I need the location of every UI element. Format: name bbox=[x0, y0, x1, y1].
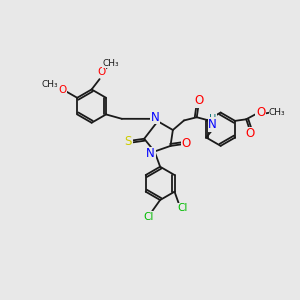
Text: O: O bbox=[58, 85, 66, 95]
Text: O: O bbox=[182, 137, 191, 150]
Text: O: O bbox=[246, 127, 255, 140]
Text: S: S bbox=[124, 135, 132, 148]
Text: CH₃: CH₃ bbox=[269, 108, 286, 117]
Text: H: H bbox=[209, 114, 216, 124]
Text: N: N bbox=[208, 118, 217, 131]
Text: O: O bbox=[194, 94, 204, 107]
Text: N: N bbox=[151, 111, 160, 124]
Text: O: O bbox=[256, 106, 265, 119]
Text: CH₃: CH₃ bbox=[41, 80, 58, 89]
Text: N: N bbox=[146, 147, 155, 161]
Text: Cl: Cl bbox=[177, 203, 188, 213]
Text: Cl: Cl bbox=[143, 212, 153, 222]
Text: O: O bbox=[97, 67, 105, 77]
Text: CH₃: CH₃ bbox=[102, 59, 119, 68]
